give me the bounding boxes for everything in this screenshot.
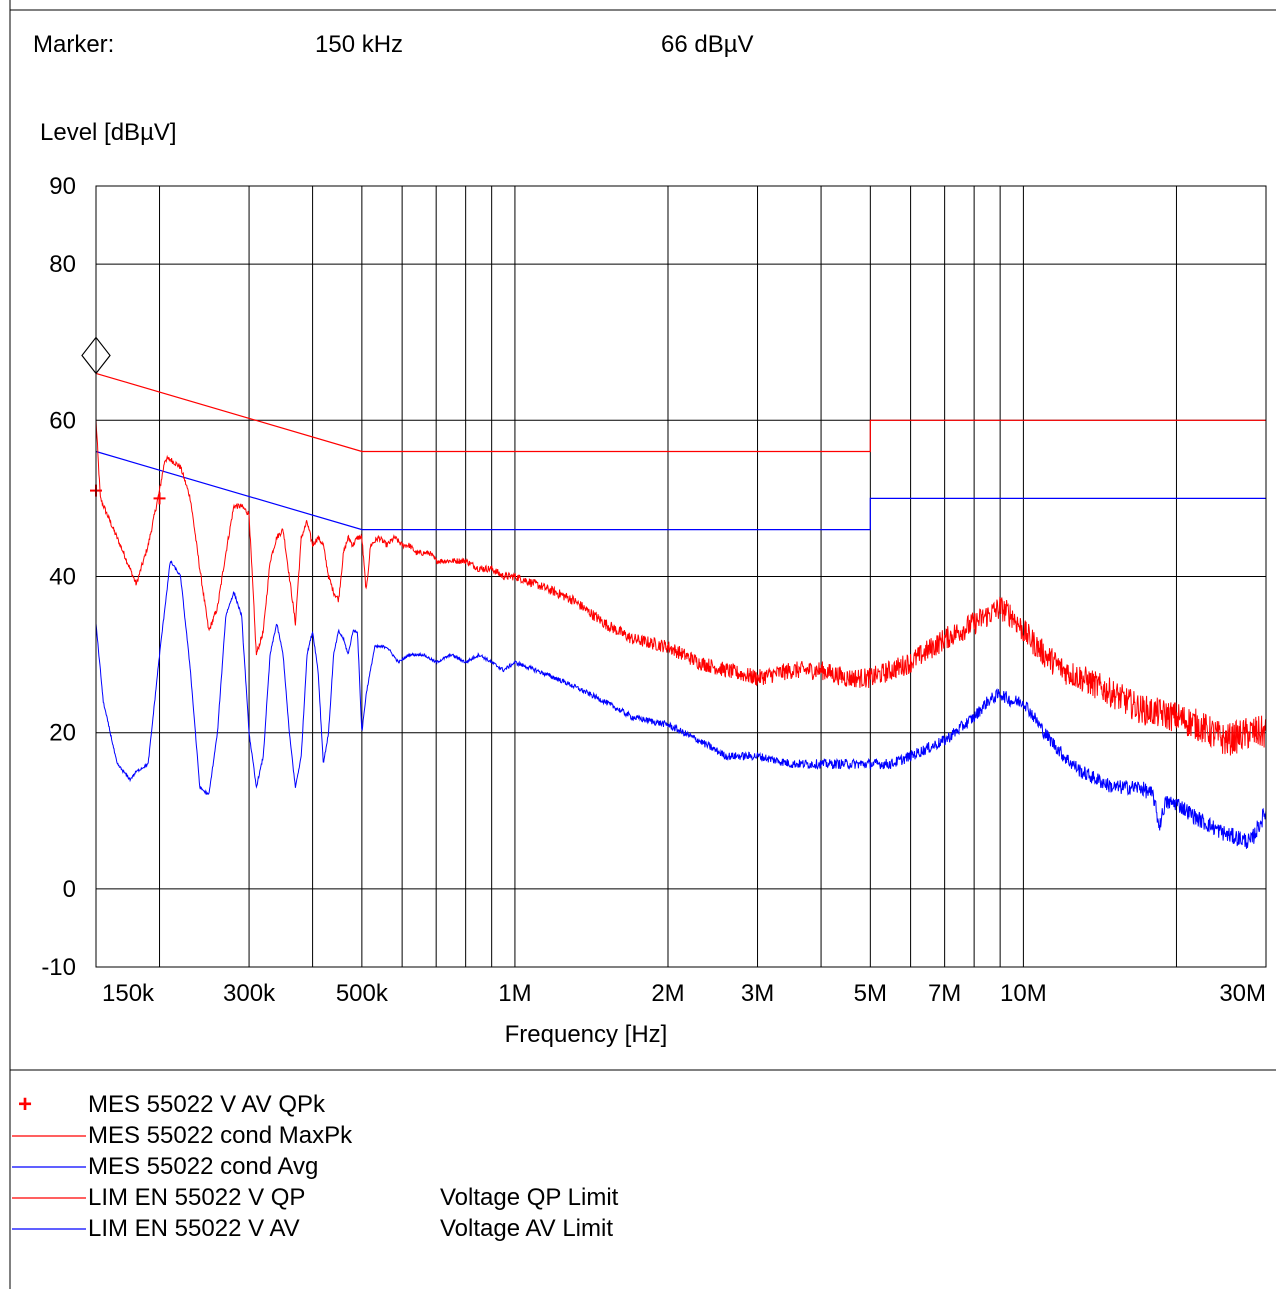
legend-item: LIM EN 55022 V QP Voltage QP Limit bbox=[12, 1184, 619, 1211]
chart-grid bbox=[96, 186, 1267, 967]
x-tick-label: 5M bbox=[854, 980, 887, 1007]
legend-name: MES 55022 V AV QPk bbox=[88, 1091, 326, 1118]
x-axis-title: Frequency [Hz] bbox=[505, 1021, 668, 1048]
x-tick-label: 300k bbox=[223, 980, 276, 1007]
x-tick-label: 3M bbox=[741, 980, 774, 1007]
marker-label: Marker: bbox=[33, 31, 114, 58]
marker-frequency: 150 kHz bbox=[315, 31, 403, 58]
y-tick-label: 20 bbox=[49, 720, 76, 747]
measurement-trace bbox=[95, 419, 1267, 756]
x-tick-label: 150k bbox=[102, 980, 155, 1007]
y-tick-label: 40 bbox=[49, 564, 76, 591]
legend-item: MES 55022 cond MaxPk bbox=[12, 1122, 353, 1149]
measurement-trace bbox=[95, 560, 1267, 849]
x-tick-label: 30M bbox=[1219, 980, 1266, 1007]
marker-level: 66 dBµV bbox=[661, 31, 754, 58]
x-tick-label: 500k bbox=[336, 980, 389, 1007]
y-tick-label: 60 bbox=[49, 407, 76, 434]
legend-name: LIM EN 55022 V AV bbox=[88, 1215, 300, 1242]
x-tick-label: 1M bbox=[498, 980, 531, 1007]
limit-lines bbox=[95, 372, 1266, 531]
limit-line bbox=[95, 372, 1266, 453]
legend: + MES 55022 V AV QPk MES 55022 cond MaxPk M… bbox=[12, 1091, 619, 1242]
legend-description: Voltage AV Limit bbox=[440, 1215, 613, 1242]
legend-name: LIM EN 55022 V QP bbox=[88, 1184, 305, 1211]
y-tick-label: 0 bbox=[63, 876, 76, 903]
x-tick-label: 2M bbox=[651, 980, 684, 1007]
x-tick-labels: 150k 300k 500k 1M 2M 3M 5M 7M 10M 30M bbox=[102, 980, 1266, 1007]
y-tick-label: -10 bbox=[41, 954, 76, 981]
plot-border bbox=[95, 185, 1267, 968]
legend-symbol: + bbox=[18, 1091, 32, 1118]
y-axis-title: Level [dBµV] bbox=[40, 119, 177, 146]
legend-item: + MES 55022 V AV QPk bbox=[18, 1091, 326, 1118]
x-tick-label: 10M bbox=[1000, 980, 1047, 1007]
legend-name: MES 55022 cond Avg bbox=[88, 1153, 318, 1180]
limit-line bbox=[95, 450, 1266, 531]
qpk-point bbox=[153, 492, 166, 505]
y-tick-label: 80 bbox=[49, 251, 76, 278]
legend-item: MES 55022 cond Avg bbox=[12, 1153, 318, 1180]
legend-item: LIM EN 55022 V AV Voltage AV Limit bbox=[12, 1215, 613, 1242]
y-tick-labels: 90 80 60 40 20 0 -10 bbox=[41, 173, 76, 981]
measurement-traces bbox=[95, 419, 1267, 849]
y-tick-label: 90 bbox=[49, 173, 76, 200]
legend-name: MES 55022 cond MaxPk bbox=[88, 1122, 353, 1149]
legend-description: Voltage QP Limit bbox=[440, 1184, 619, 1211]
x-tick-label: 7M bbox=[928, 980, 961, 1007]
